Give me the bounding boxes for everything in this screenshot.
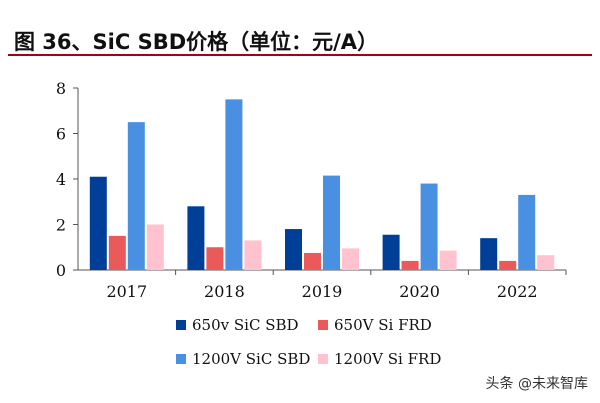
bar — [480, 238, 498, 270]
y-tick-label: 8 — [56, 79, 66, 98]
legend-label: 1200V SiC SBD — [192, 350, 310, 368]
bar — [304, 252, 321, 270]
bar — [244, 240, 262, 270]
legend-label: 650v SiC SBD — [192, 316, 299, 334]
bar — [342, 248, 359, 270]
legend-swatch — [176, 320, 186, 330]
bar — [439, 250, 457, 270]
bar — [285, 229, 302, 270]
bar — [537, 255, 555, 270]
chart-title: 图 36、SiC SBD价格（单位：元/A） — [14, 30, 379, 54]
y-tick-label: 4 — [56, 170, 66, 189]
bar — [225, 99, 243, 270]
bar — [518, 194, 536, 270]
legend-label: 1200V Si FRD — [334, 350, 441, 368]
bar — [323, 175, 340, 270]
y-tick-label: 0 — [56, 261, 66, 280]
bar — [401, 260, 419, 270]
x-tick-label: 2020 — [399, 282, 440, 301]
bar — [89, 176, 107, 270]
x-tick-label: 2022 — [497, 282, 538, 301]
x-tick-label: 2018 — [204, 282, 245, 301]
bar — [206, 247, 224, 270]
x-tick-label: 2017 — [106, 282, 147, 301]
chart-bars — [89, 99, 555, 270]
legend-label: 650V Si FRD — [334, 316, 432, 334]
chart-title-block: 图 36、SiC SBD价格（单位：元/A） — [8, 8, 592, 54]
bar — [127, 122, 145, 270]
y-tick-label: 2 — [56, 216, 66, 235]
legend-swatch — [176, 354, 186, 364]
watermark: 头条 @未来智库 — [485, 376, 588, 392]
y-tick-label: 6 — [56, 125, 66, 144]
legend-swatch — [318, 320, 328, 330]
bar — [499, 260, 517, 270]
chart-legend: 650v SiC SBD 650V Si FRD 1200V SiC SBD 1200… — [176, 316, 441, 368]
x-tick-label: 2019 — [302, 282, 343, 301]
bar — [108, 235, 126, 270]
bar — [420, 183, 438, 270]
legend-swatch — [318, 354, 328, 364]
bar — [146, 224, 164, 270]
bar — [187, 206, 205, 270]
title-divider — [8, 54, 592, 56]
bar — [382, 234, 400, 270]
